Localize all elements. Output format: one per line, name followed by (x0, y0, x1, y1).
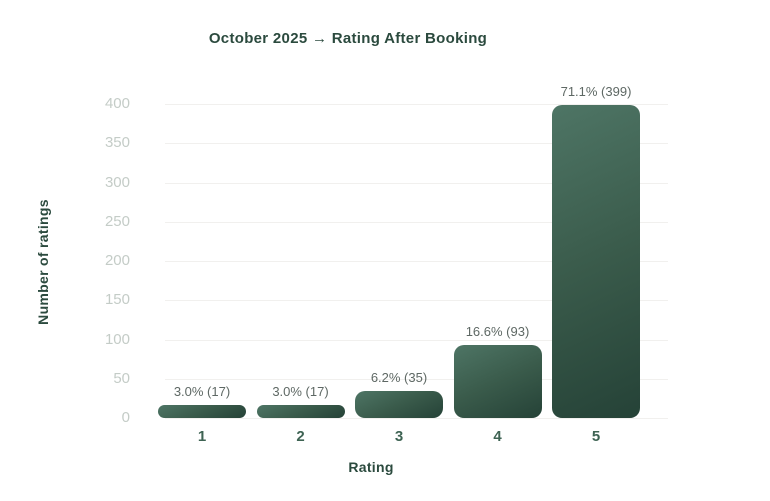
bar-rating-4[interactable] (453, 345, 542, 418)
y-tick-label-0: 0 (121, 409, 130, 426)
gridline-300 (165, 182, 668, 184)
x-axis-title: Rating (348, 459, 394, 475)
plot-area: 3.0% (17) 3.0% (17) 6.2% (35) 16.6% (93) 71.… (158, 84, 668, 419)
x-tick-label-2: 2 (296, 428, 305, 445)
y-tick-label-150: 150 (104, 291, 130, 309)
y-tick-label-50: 50 (113, 369, 130, 387)
bar-value-label-5: 71.1% (399) (560, 84, 632, 99)
gridline-350 (165, 143, 668, 145)
bar-rating-3[interactable] (355, 391, 443, 418)
bar-rating-2[interactable] (256, 405, 345, 418)
bar-rating-5[interactable] (552, 105, 640, 418)
gridline-250 (165, 221, 668, 223)
gridline-150 (165, 300, 668, 302)
gridline-50 (165, 378, 668, 380)
bar-value-label-2: 3.0% (17) (272, 384, 329, 399)
gridline-200 (165, 261, 668, 262)
bar-value-label-4: 16.6% (93) (465, 324, 530, 339)
y-tick-label-400: 400 (104, 95, 130, 112)
chart-title: October 2025 → Rating After Booking (208, 30, 488, 47)
x-tick-label-5: 5 (591, 428, 601, 445)
y-tick-label-300: 300 (104, 173, 130, 191)
y-tick-label-100: 100 (104, 330, 130, 348)
bar-value-label-3: 6.2% (35) (370, 370, 428, 385)
gridline-100 (165, 339, 668, 341)
gridline-400 (165, 104, 668, 105)
x-tick-label-3: 3 (394, 428, 404, 445)
x-tick-label-1: 1 (197, 428, 207, 445)
y-axis-title: Number of ratings (35, 199, 51, 325)
bar-rating-1[interactable] (158, 405, 246, 418)
bar-value-label-1: 3.0% (17) (173, 384, 231, 399)
y-tick-label-250: 250 (104, 212, 130, 230)
y-tick-label-200: 200 (104, 252, 130, 269)
gridline-0 (165, 418, 668, 419)
y-tick-label-350: 350 (104, 134, 130, 152)
x-tick-label-4: 4 (493, 428, 502, 445)
